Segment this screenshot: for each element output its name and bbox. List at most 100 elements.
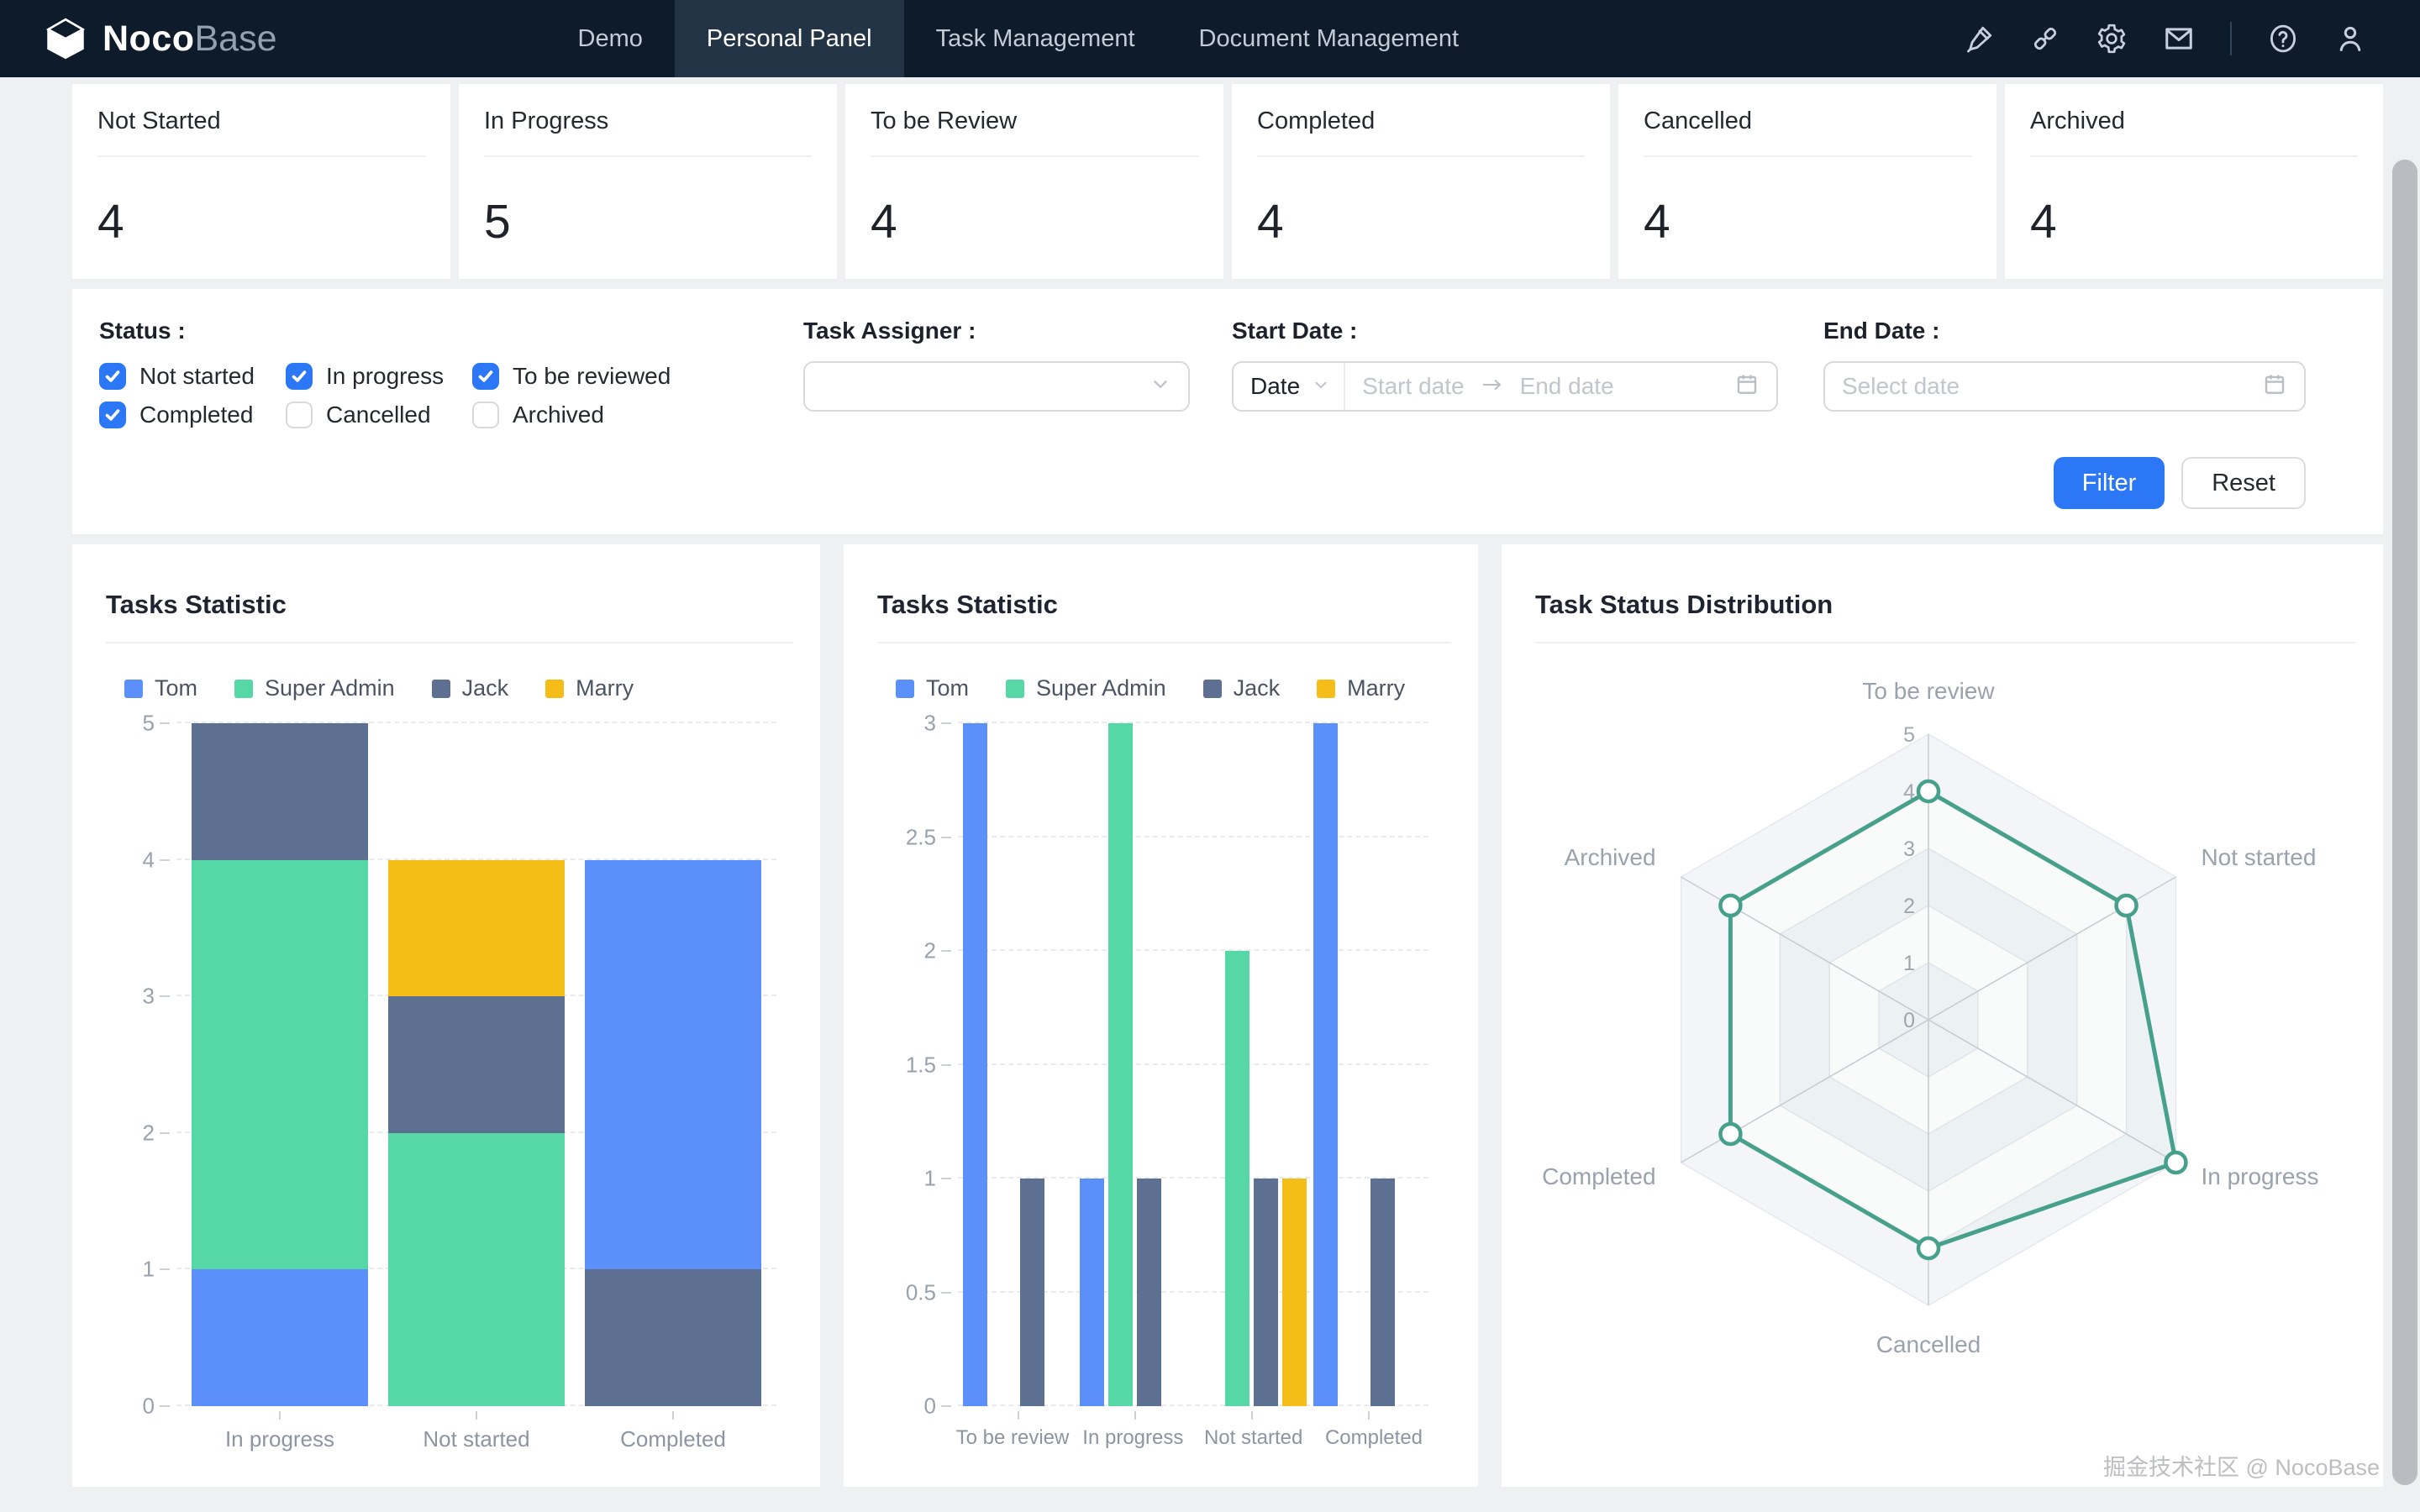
gear-icon[interactable] (2096, 23, 2128, 55)
gridline (958, 1404, 1428, 1406)
bar-tom[interactable] (1080, 1179, 1104, 1406)
bar-group-to-be-review (963, 723, 1073, 1406)
scrollbar-thumb[interactable] (2392, 160, 2417, 1485)
radar-data-point-not-started[interactable] (2114, 893, 2139, 918)
checkbox-unchecked-box[interactable] (472, 402, 499, 428)
legend-label: Marry (1347, 675, 1406, 701)
checkbox-in-progress[interactable]: In progress (286, 363, 472, 390)
bar-jack[interactable] (1254, 1179, 1278, 1406)
bar-slot (1020, 723, 1044, 1406)
stat-card-in-progress: In Progress 5 (459, 84, 837, 279)
bar-super-admin[interactable] (1225, 951, 1249, 1406)
checkbox-checked-icon[interactable] (472, 363, 499, 390)
legend-item-super-admin[interactable]: Super Admin (1006, 675, 1166, 701)
legend-item-jack[interactable]: Jack (1202, 675, 1281, 701)
stat-card-to-be-review: To be Review 4 (845, 84, 1223, 279)
y-axis-tick: 1 (923, 1165, 936, 1191)
start-date-input[interactable]: Start date (1362, 373, 1465, 399)
checkbox-checked-icon[interactable] (99, 363, 126, 390)
bar-slot (1370, 723, 1395, 1406)
filter-button[interactable]: Filter (2053, 457, 2165, 509)
x-axis-tickmark (1080, 1411, 1190, 1420)
checkbox-checked-icon[interactable] (286, 363, 313, 390)
radar-data-point-in-progress[interactable] (2164, 1150, 2188, 1175)
bar-jack[interactable] (1020, 1179, 1044, 1406)
bar-slot (1342, 723, 1366, 1406)
bar-marry[interactable] (1282, 1179, 1307, 1406)
stat-card-title: Not Started (97, 108, 425, 157)
radar-data-point-cancelled[interactable] (1916, 1236, 1941, 1261)
checkbox-archived[interactable]: Archived (472, 402, 803, 428)
stacked-bar-in-progress[interactable] (192, 723, 368, 1406)
gridline (958, 1063, 1428, 1065)
radar-data-point-completed[interactable] (1718, 1121, 1743, 1147)
legend-item-super-admin[interactable]: Super Admin (234, 675, 395, 701)
bar-group-not-started (1197, 723, 1307, 1406)
reset-button[interactable]: Reset (2181, 457, 2306, 509)
gridline (958, 722, 1428, 723)
mail-icon[interactable] (2163, 23, 2195, 55)
stat-card-value: 5 (484, 195, 511, 249)
legend-swatch (1006, 679, 1025, 698)
task-status-distribution-chart-card: Task Status Distribution 0 1 2 3 4 5 To be rev… (1502, 544, 2383, 1487)
end-date-picker[interactable]: Select date (1823, 361, 2306, 412)
bar-jack[interactable] (1370, 1179, 1395, 1406)
radar-axis-label-completed: Completed (1542, 1163, 1655, 1189)
nav-item-demo[interactable]: Demo (577, 24, 643, 52)
logo-text-primary: Noco (103, 18, 195, 59)
stacked-bar-not-started[interactable] (388, 723, 565, 1406)
y-axis-tickmark (941, 1291, 951, 1294)
checkbox-to-be-reviewed[interactable]: To be reviewed (472, 363, 803, 390)
scrollbar-track[interactable] (2390, 77, 2420, 1512)
checkbox-checked-icon[interactable] (99, 402, 126, 428)
task-assigner-select[interactable] (803, 361, 1190, 412)
user-icon[interactable] (2334, 23, 2366, 55)
bar-super-admin[interactable] (1108, 723, 1133, 1406)
radar-data-point-to-be-review[interactable] (1916, 779, 1941, 804)
navbar-right-icons (1965, 22, 2366, 55)
stacked-bar-completed[interactable] (585, 723, 761, 1406)
date-mode-select[interactable]: Date (1250, 373, 1301, 399)
calendar-icon (2262, 371, 2287, 402)
checkbox-label: Cancelled (326, 402, 431, 428)
radar-data-point-archived[interactable] (1718, 893, 1743, 918)
legend-item-tom[interactable]: Tom (896, 675, 969, 701)
legend-item-marry[interactable]: Marry (545, 675, 634, 701)
nocobase-logo[interactable]: NocoBase (44, 17, 277, 60)
highlighter-icon[interactable] (1965, 24, 1995, 54)
plugin-icon[interactable] (2030, 24, 2060, 54)
bar-tom[interactable] (1313, 723, 1338, 1406)
bar-slot (1254, 723, 1278, 1406)
legend-item-tom[interactable]: Tom (124, 675, 197, 701)
nav-item-document-management[interactable]: Document Management (1198, 24, 1460, 52)
legend-item-jack[interactable]: Jack (431, 675, 508, 701)
y-axis-tickmark (160, 1131, 170, 1134)
y-axis-tickmark (941, 1405, 951, 1407)
y-axis-tick: 0 (923, 1393, 936, 1419)
checkbox-cancelled[interactable]: Cancelled (286, 402, 472, 428)
bar-tom[interactable] (963, 723, 987, 1406)
end-date-input[interactable]: End date (1519, 373, 1614, 399)
legend-item-marry[interactable]: Marry (1317, 675, 1405, 701)
checkbox-completed[interactable]: Completed (99, 402, 286, 428)
help-icon[interactable] (2267, 23, 2299, 55)
stat-card-value: 4 (871, 195, 897, 249)
bar-segment-jack (388, 996, 565, 1133)
legend-label: Tom (155, 675, 198, 701)
checkbox-not-started[interactable]: Not started (99, 363, 286, 390)
bar-segment-tom (585, 859, 761, 1270)
legend-label: Jack (1233, 675, 1281, 701)
start-date-range-picker[interactable]: Date Start date End date (1232, 361, 1778, 412)
nav-item-task-management[interactable]: Task Management (935, 24, 1135, 52)
bar-segment-marry (388, 859, 565, 997)
grouped-bars (958, 723, 1428, 1406)
bar-jack[interactable] (1137, 1179, 1161, 1406)
main-content: Not Started 4 In Progress 5 To be Review 4 Com… (0, 77, 2420, 1512)
radar-axis-label-to-be-review: To be review (1862, 678, 1995, 704)
nav-item-personal-panel[interactable]: Personal Panel (674, 0, 904, 77)
legend-swatch (896, 679, 914, 698)
x-axis-ticks (176, 1411, 776, 1420)
y-axis-tickmark (160, 995, 170, 998)
checkbox-unchecked-box[interactable] (286, 402, 313, 428)
select-date-input[interactable]: Select date (1842, 373, 1960, 399)
